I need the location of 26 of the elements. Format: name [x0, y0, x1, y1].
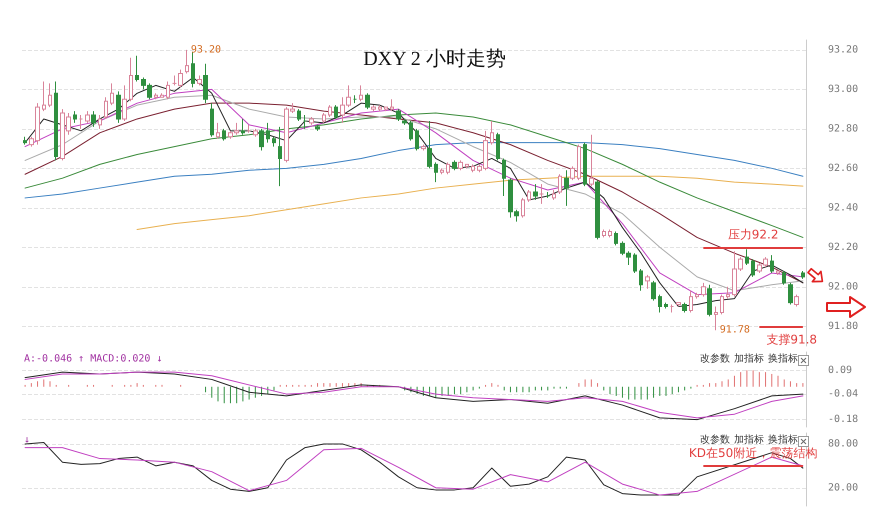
annotation: 加指标 — [734, 434, 764, 446]
y-tick-label: 0.09 — [828, 364, 852, 376]
annotation: ↓ — [24, 434, 30, 446]
y-tick-label: 92.80 — [828, 123, 858, 134]
annotation: 加指标 — [734, 352, 764, 364]
annotation: 换指标 — [768, 352, 798, 364]
y-tick-label: -0.04 — [828, 388, 858, 400]
y-tick-label: 80.00 — [828, 438, 858, 450]
annotation: 91.78 — [720, 324, 750, 336]
y-tick-label: 92.60 — [828, 162, 858, 174]
annotation: 93.20 — [190, 44, 221, 56]
y-tick-label: 20.00 — [828, 482, 858, 494]
y-tick-label: 93.00 — [828, 84, 858, 95]
ref-line-label: 支撑91.8 — [766, 332, 818, 346]
y-tick-label: 93.20 — [828, 44, 858, 56]
y-tick-label: 91.80 — [828, 320, 858, 332]
annotation: 改参数 — [700, 352, 730, 364]
ref-line-label: 压力92.2 — [728, 227, 778, 242]
y-tick-label: -0.18 — [828, 414, 858, 426]
annotation: 改参数 — [700, 434, 730, 446]
chart-title: DXY 2 小时走势 — [363, 48, 506, 70]
annotation: A:-0.046 ↑ MACD:0.020 ↓ — [24, 354, 162, 364]
y-tick-label: 92.20 — [828, 242, 858, 253]
annotation: 换指标 — [768, 434, 798, 446]
y-tick-label: 92.40 — [828, 202, 858, 214]
y-tick-label: 92.00 — [828, 281, 858, 292]
